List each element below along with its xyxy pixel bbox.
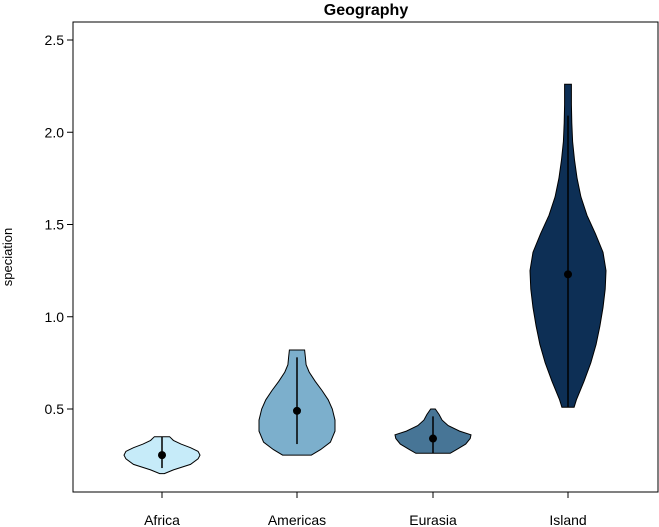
median-point-americas bbox=[293, 406, 301, 415]
median-point-africa bbox=[158, 451, 166, 460]
y-tick-label: 2.5 bbox=[45, 32, 65, 48]
x-tick-label: Americas bbox=[268, 512, 326, 527]
y-tick-label: 2.0 bbox=[45, 124, 65, 140]
y-axis-label: speciation bbox=[0, 228, 15, 287]
y-tick-label: 0.5 bbox=[45, 401, 65, 417]
violins bbox=[123, 83, 607, 475]
y-tick-label: 1.0 bbox=[45, 309, 65, 325]
chart-title: Geography bbox=[324, 2, 409, 19]
plot-frame bbox=[72, 21, 659, 493]
x-axis: Africa Americas Eurasia Island bbox=[144, 492, 587, 527]
median-point-island bbox=[564, 270, 572, 279]
x-tick-label: Africa bbox=[144, 512, 180, 527]
y-tick-label: 1.5 bbox=[45, 217, 65, 233]
x-tick-label: Eurasia bbox=[409, 512, 457, 527]
x-tick-label: Island bbox=[549, 512, 586, 527]
median-point-eurasia bbox=[429, 434, 437, 443]
y-axis: 0.5 1.0 1.5 2.0 2.5 bbox=[45, 32, 73, 417]
